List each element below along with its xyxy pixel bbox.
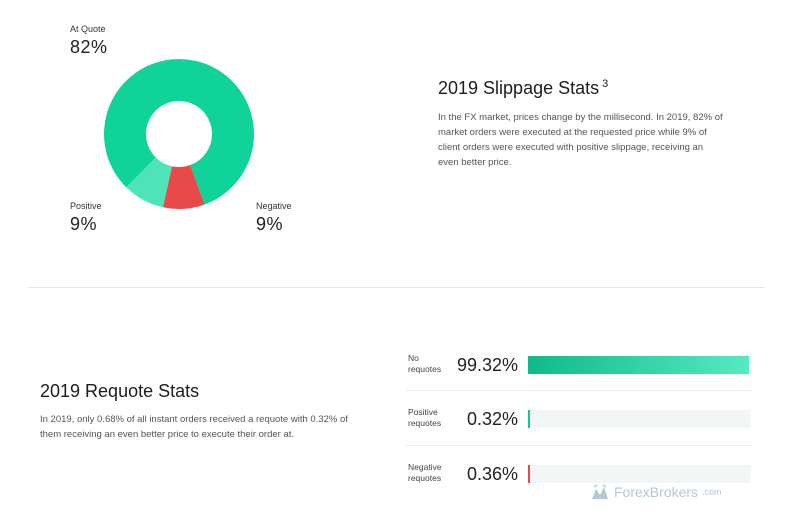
at-quote-label: At Quote: [70, 24, 106, 34]
watermark: ForexBrokers .com: [590, 483, 722, 501]
requote-row-divider: [406, 445, 752, 446]
requote-row-value: 0.32%: [466, 409, 518, 429]
slippage-footnote: 3: [602, 78, 609, 90]
requote-bar-fill: [528, 356, 750, 374]
positive-label: Positive: [70, 201, 102, 211]
requote-row-label: Positive requotes: [408, 407, 442, 428]
requote-row-value: 0.36%: [466, 464, 518, 484]
negative-slice: [162, 134, 205, 210]
requote-bar-fill: [528, 465, 530, 483]
slippage-title: 2019 Slippage Stats 3: [438, 78, 608, 99]
slippage-description: In the FX market, prices change by the m…: [438, 112, 723, 168]
watermark-brand: ForexBrokers: [614, 484, 699, 500]
requote-description: In 2019, only 0.68% of all instant order…: [40, 414, 348, 440]
negative-label: Negative: [256, 201, 292, 211]
requote-bar-track: [528, 356, 751, 374]
requote-row-label: No requotes: [408, 353, 442, 374]
requote-row-divider: [406, 390, 752, 391]
requote-row-value: 99.32%: [456, 355, 518, 375]
at-quote-value: 82%: [70, 37, 108, 57]
negative-value: 9%: [256, 214, 284, 234]
slippage-donut-chart: [103, 59, 254, 210]
requote-bar-track: [528, 465, 751, 483]
requote-row-no: No requotes 99.32%: [406, 352, 752, 382]
requote-row-positive: Positive requotes 0.32%: [406, 406, 752, 436]
watermark-suffix: .com: [702, 487, 722, 497]
section-divider: [28, 287, 765, 288]
requote-row-negative: Negative requotes 0.36%: [406, 461, 752, 491]
requote-bar-fill: [528, 410, 530, 428]
slippage-title-text: 2019 Slippage Stats: [438, 78, 600, 98]
bull-logo-icon: [592, 484, 608, 499]
requote-row-label: Negative requotes: [408, 462, 442, 483]
positive-value: 9%: [70, 214, 98, 234]
requote-title: 2019 Requote Stats: [40, 381, 200, 401]
requote-bar-track: [528, 410, 751, 428]
donut-center-hole: [146, 101, 212, 167]
